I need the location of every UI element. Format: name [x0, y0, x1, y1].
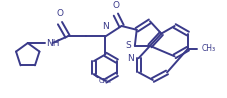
- Text: CH₃: CH₃: [99, 78, 111, 84]
- Text: O: O: [57, 9, 64, 18]
- Text: N: N: [102, 22, 109, 31]
- Text: O: O: [112, 1, 119, 10]
- Text: N: N: [127, 54, 134, 63]
- Text: S: S: [125, 41, 131, 50]
- Text: NH: NH: [46, 39, 59, 48]
- Text: CH₃: CH₃: [202, 44, 216, 53]
